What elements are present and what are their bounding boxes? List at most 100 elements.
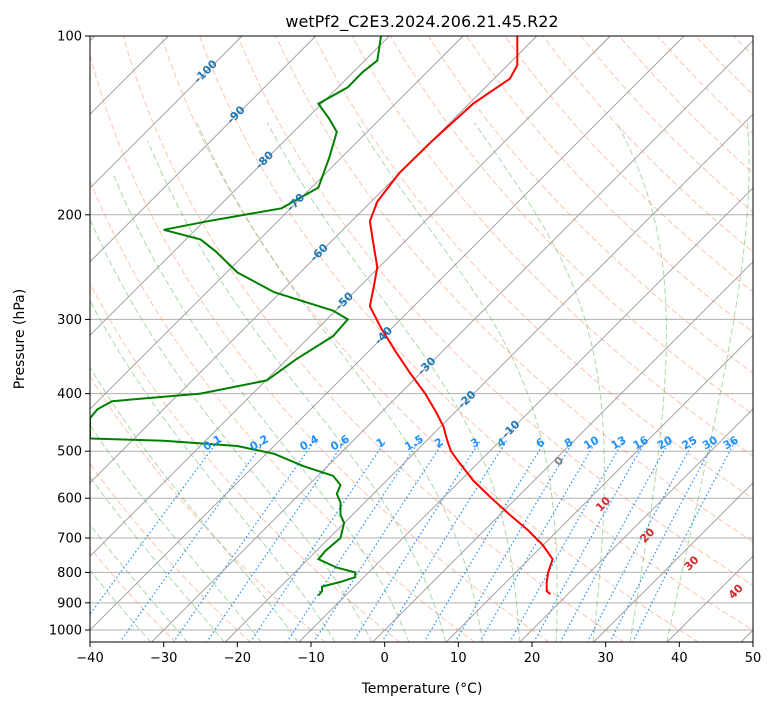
moist-adiabat-line — [474, 122, 605, 642]
y-tick-label: 500 — [57, 445, 82, 460]
mixing-ratio-line — [586, 440, 695, 642]
y-tick-label: 300 — [57, 313, 82, 328]
isotherm-label: -20 — [455, 388, 478, 411]
chart-title: wetPf2_C2E3.2024.206.21.45.R22 — [285, 12, 558, 32]
isotherm-line — [90, 36, 243, 189]
x-tick-label: −40 — [76, 651, 103, 666]
mixing-ratio-line — [479, 440, 597, 642]
y-tick-label: 100 — [57, 30, 82, 45]
mixing-ratio-label: 13 — [609, 433, 629, 452]
moist-adiabat-line — [196, 122, 484, 642]
y-tick-label: 900 — [57, 596, 82, 611]
y-tick-label: 600 — [57, 492, 82, 507]
mixing-ratio-line — [206, 440, 346, 642]
background-lines — [90, 36, 753, 642]
isotherm-line — [90, 36, 611, 557]
mixing-ratio-line — [352, 440, 481, 642]
isohume-label: 20 — [637, 525, 657, 545]
isotherm-line — [90, 36, 464, 410]
dry-adiabat-line — [504, 36, 753, 293]
isotherm-line — [593, 482, 753, 642]
isotherm-label: -80 — [253, 148, 276, 171]
moist-adiabat-line — [616, 122, 667, 642]
y-axis-title: Pressure (hPa) — [12, 289, 28, 389]
x-tick-label: 20 — [524, 651, 541, 666]
x-tick-label: −20 — [224, 651, 251, 666]
x-tick-label: 10 — [450, 651, 467, 666]
y-tick-label: 400 — [57, 387, 82, 402]
dry-adiabat-line — [199, 36, 753, 631]
moist-adiabat-line — [267, 122, 520, 642]
moist-adiabat-line — [357, 122, 558, 642]
mixing-ratio-label: 16 — [631, 433, 651, 452]
moist-adiabat-line — [90, 476, 225, 642]
isotherm-label: -50 — [333, 289, 356, 312]
x-tick-label: −30 — [150, 651, 177, 666]
dry-adiabat-line — [427, 36, 753, 374]
isotherm-line — [372, 261, 753, 642]
mixing-ratio-label: 1 — [374, 435, 387, 450]
plot-frame — [89, 35, 754, 643]
mixing-ratio-line — [90, 440, 219, 616]
dry-adiabat-line — [122, 36, 625, 642]
mixing-ratio-line — [172, 440, 316, 642]
isotherm-line — [151, 40, 753, 642]
mixing-ratio-label: 0.4 — [297, 432, 321, 453]
x-tick-label: 0 — [381, 651, 389, 666]
mixing-ratio-label: 2 — [432, 435, 445, 450]
dry-adiabat-line — [389, 36, 753, 415]
mixing-ratio-line — [119, 440, 266, 642]
dry-adiabat-line — [90, 375, 326, 642]
mixing-ratio-line — [509, 440, 625, 642]
dry-adiabat-line — [351, 36, 753, 457]
x-tick-label: −10 — [297, 651, 324, 666]
isohume-label: 40 — [726, 581, 746, 601]
mixing-ratio-label: 0.2 — [248, 432, 271, 453]
isotherm-line — [519, 408, 753, 642]
dry-adiabat-line — [90, 179, 476, 642]
dry-adiabat-line — [90, 282, 401, 642]
mixing-ratio-label: 6 — [534, 435, 547, 450]
y-tick-label: 1000 — [49, 624, 82, 639]
isotherm-line — [90, 36, 390, 336]
temperature-profile-line — [368, 36, 554, 595]
dewpoint-profile-line — [90, 36, 382, 597]
mixing-ratio-label: 0.1 — [201, 432, 224, 453]
moist-adiabat-line — [90, 524, 189, 642]
mixing-ratio-line — [286, 440, 420, 642]
mixing-ratio-label: 20 — [655, 433, 675, 452]
y-axis: 100 200 300 400 500 600 700 800 900 1000 — [49, 30, 90, 639]
dry-adiabat-line — [90, 53, 550, 642]
mixing-ratio-line — [313, 440, 445, 642]
y-tick-label: 800 — [57, 566, 82, 581]
series-layer — [90, 36, 554, 597]
isotherm-line — [298, 187, 753, 642]
x-tick-label: 30 — [597, 651, 614, 666]
moist-adiabat-line — [147, 140, 447, 642]
mixing-ratio-label: 30 — [700, 433, 720, 452]
x-tick-label: 50 — [745, 651, 762, 666]
dry-adiabat-line — [466, 36, 753, 333]
moist-adiabat-line — [90, 424, 262, 642]
dry-adiabat-line — [90, 547, 177, 642]
isotherm-label: -100 — [191, 57, 220, 86]
isotherm-line — [224, 113, 753, 642]
moist-adiabat-line — [112, 172, 410, 642]
isotherm-line — [90, 36, 538, 484]
y-tick-label: 700 — [57, 531, 82, 546]
isotherm-label: -30 — [415, 354, 438, 377]
grid-layer — [90, 36, 753, 631]
mixing-ratio-label: 8 — [562, 435, 575, 450]
isotherm-label: -10 — [499, 417, 522, 440]
moist-adiabat-line — [90, 366, 299, 642]
isotherm-line — [666, 555, 753, 642]
mixing-ratio-line — [423, 440, 546, 642]
mixing-ratio-label: 3 — [468, 435, 481, 450]
mixing-ratio-line — [559, 440, 671, 642]
moist-adiabat-line — [90, 299, 336, 642]
mixing-ratio-line — [533, 440, 647, 642]
mixing-ratio-line — [454, 440, 575, 642]
mixing-ratio-label: 10 — [582, 433, 602, 452]
x-tick-label: 40 — [671, 651, 688, 666]
isotherm-line — [445, 334, 753, 642]
